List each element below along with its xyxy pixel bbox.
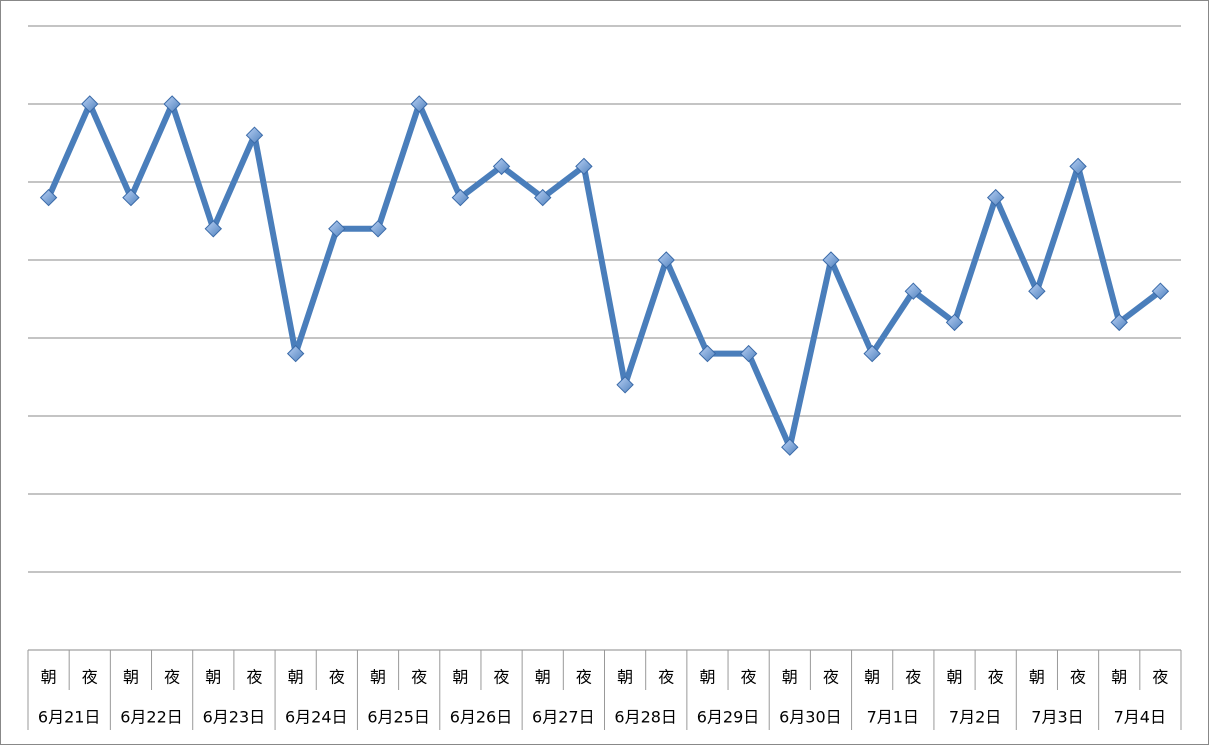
group-label: 7月2日 — [949, 708, 1001, 727]
marker — [204, 220, 223, 238]
marker — [657, 251, 675, 269]
x-tick-label: 朝 — [205, 668, 221, 687]
marker — [328, 220, 346, 238]
marker — [1151, 282, 1170, 300]
group-label: 6月25日 — [367, 708, 430, 727]
x-tick-label: 朝 — [617, 668, 633, 687]
marker — [122, 188, 140, 207]
marker — [616, 376, 634, 394]
group-label: 6月21日 — [38, 708, 101, 727]
group-label: 6月27日 — [532, 708, 595, 727]
marker — [245, 126, 264, 144]
group-label: 7月3日 — [1031, 708, 1083, 727]
x-tick-label: 朝 — [123, 668, 139, 687]
x-tick-label: 朝 — [288, 668, 304, 687]
marker — [451, 188, 470, 207]
data-line — [45, 101, 1163, 451]
x-tick-label: 朝 — [947, 668, 963, 687]
group-label: 6月24日 — [285, 708, 348, 727]
group-label: 6月30日 — [779, 708, 842, 727]
x-tick-label: 朝 — [1029, 668, 1045, 687]
x-tick-label: 朝 — [41, 668, 57, 687]
marker — [534, 188, 552, 207]
marker — [492, 157, 511, 176]
marker — [1110, 313, 1128, 332]
x-tick-label: 朝 — [535, 668, 551, 687]
x-tick-label: 朝 — [1111, 668, 1127, 687]
x-tick-label: 夜 — [658, 668, 674, 687]
marker — [410, 95, 428, 113]
group-label: 6月22日 — [120, 708, 183, 727]
group-label: 6月26日 — [450, 708, 513, 727]
x-tick-label: 夜 — [823, 668, 839, 687]
group-label: 6月23日 — [203, 708, 266, 727]
x-tick-label: 夜 — [164, 668, 180, 687]
group-label: 6月28日 — [614, 708, 677, 727]
x-tick-label: 夜 — [905, 668, 921, 687]
marker — [739, 344, 758, 363]
marker — [575, 157, 593, 176]
marker — [904, 282, 923, 300]
marker — [39, 188, 58, 207]
x-tick-label: 夜 — [494, 668, 510, 687]
x-tick-label: 朝 — [370, 668, 386, 687]
x-tick-label: 朝 — [864, 668, 880, 687]
marker — [822, 251, 840, 269]
marker — [698, 344, 717, 363]
marker — [163, 95, 181, 113]
marker — [369, 220, 387, 238]
group-label: 7月4日 — [1114, 708, 1166, 727]
x-tick-label: 夜 — [246, 668, 262, 687]
marker — [781, 438, 799, 456]
marker — [286, 344, 305, 363]
x-tick-label: 夜 — [411, 668, 427, 687]
marker — [1069, 157, 1087, 176]
marker — [81, 95, 99, 113]
x-tick-label: 朝 — [782, 668, 798, 687]
x-tick-label: 夜 — [329, 668, 345, 687]
x-tick-label: 夜 — [82, 668, 98, 687]
x-tick-label: 夜 — [576, 668, 592, 687]
marker — [986, 188, 1005, 207]
marker — [1028, 282, 1046, 300]
marker — [863, 344, 881, 363]
x-tick-label: 夜 — [1070, 668, 1086, 687]
x-tick-label: 朝 — [452, 668, 468, 687]
x-tick-label: 夜 — [741, 668, 757, 687]
x-tick-label: 朝 — [699, 668, 715, 687]
x-tick-label: 夜 — [1152, 668, 1168, 687]
group-label: 6月29日 — [697, 708, 760, 727]
marker — [945, 313, 964, 332]
group-label: 7月1日 — [867, 708, 919, 727]
x-tick-label: 夜 — [988, 668, 1004, 687]
